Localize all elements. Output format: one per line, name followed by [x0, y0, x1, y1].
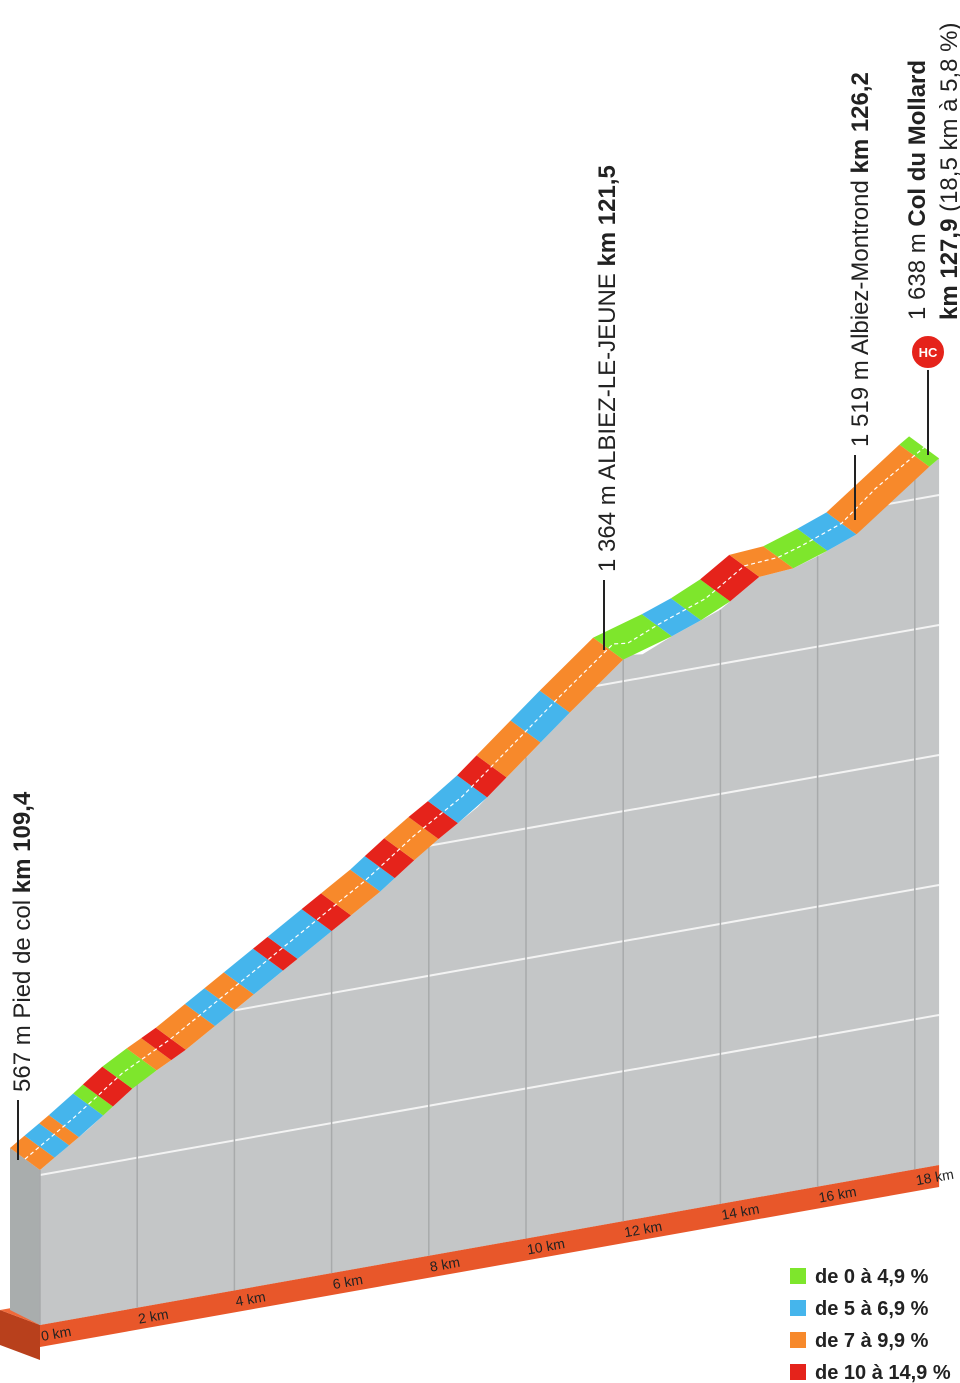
gradient-segment	[73, 1084, 113, 1116]
gradient-segment	[593, 614, 672, 660]
annotation-part: 567 m Pied de col	[9, 893, 36, 1092]
legend-label: de 5 à 6,9 %	[815, 1298, 929, 1320]
gradient-segment	[427, 775, 488, 824]
gradient-segment	[670, 579, 731, 621]
category-label: HC	[919, 345, 938, 360]
legend-swatch	[790, 1300, 806, 1316]
legend-label: de 0 à 4,9 %	[815, 1266, 929, 1288]
annotation-part: km 126,2	[847, 72, 874, 173]
gradient-segment	[267, 909, 332, 959]
annotation-part: km 109,4	[9, 791, 36, 893]
guide-line	[39, 493, 940, 656]
legend-label: de 7 à 9,9 %	[815, 1330, 929, 1352]
gradient-segment	[102, 1048, 157, 1089]
annotation-part: Col du Mollard	[904, 60, 931, 227]
annotation: km 127,9 (18,5 km à 5,8 %)	[936, 23, 960, 321]
gradient-segment	[204, 972, 254, 1011]
category-badge	[910, 334, 946, 370]
x-tick-label: 16 km	[817, 1183, 857, 1205]
annotation: 1 519 m Albiez-Montrond km 126,2	[847, 72, 874, 447]
profile-face	[40, 458, 940, 1325]
annotation-part: (18,5 km à 5,8 %)	[936, 23, 960, 219]
x-tick-label: 10 km	[526, 1235, 566, 1257]
gradient-segment	[408, 801, 458, 839]
gradient-segment	[301, 893, 352, 932]
guide-line	[39, 623, 940, 786]
gradient-segment	[82, 1066, 133, 1107]
legend-swatch	[790, 1268, 806, 1284]
gradient-segment	[797, 512, 857, 551]
x-tick-label: 4 km	[234, 1288, 267, 1309]
gradient-segment	[476, 720, 541, 778]
annotation-part: 1 364 m ALBIEZ-LE-JEUNE	[594, 267, 621, 572]
gradient-segment	[141, 1027, 186, 1061]
legend-swatch	[790, 1332, 806, 1348]
annotation: 1 638 m Col du Mollard	[904, 60, 931, 320]
annotation-part: km 127,9	[936, 219, 960, 320]
base-end	[0, 1310, 40, 1360]
x-tick-label: 2 km	[137, 1306, 170, 1327]
legend-label: de 10 à 14,9 %	[815, 1362, 951, 1383]
x-tick-label: 18 km	[915, 1166, 955, 1188]
annotation-part: 1 638 m	[904, 227, 931, 320]
center-line	[24, 446, 925, 1160]
gradient-segment	[384, 816, 439, 861]
annotation-part: 1 519 m Albiez-Montrond	[847, 174, 874, 447]
base-strip	[40, 1164, 940, 1347]
x-tick-label: 8 km	[429, 1254, 462, 1275]
annotation: 567 m Pied de col km 109,4	[9, 791, 36, 1092]
annotation-part: km 121,5	[594, 165, 621, 266]
x-tick-label: 6 km	[331, 1271, 364, 1292]
gradient-segment	[763, 528, 828, 569]
x-tick-label: 12 km	[623, 1218, 663, 1240]
x-tick-label: 0 km	[40, 1323, 73, 1344]
legend-swatch	[790, 1364, 806, 1380]
gradient-segment	[48, 1093, 104, 1138]
guide-line	[39, 753, 940, 916]
guide-line	[39, 1013, 940, 1176]
x-tick-label: 14 km	[720, 1200, 760, 1222]
side-end	[10, 1147, 40, 1325]
annotation: 1 364 m ALBIEZ-LE-JEUNE km 121,5	[594, 165, 621, 572]
